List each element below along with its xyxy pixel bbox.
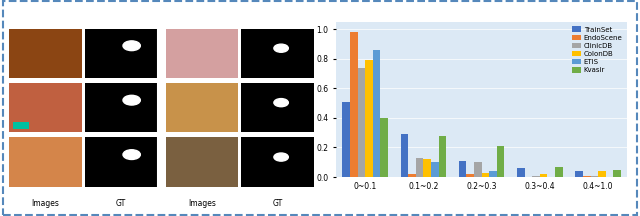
Bar (416, 158, 424, 177)
Bar (613, 170, 621, 177)
Circle shape (123, 95, 140, 105)
Bar (380, 118, 388, 177)
Bar (350, 32, 358, 177)
Bar (482, 173, 489, 177)
Bar (467, 174, 474, 177)
Text: Images: Images (188, 199, 216, 208)
Bar (489, 171, 497, 177)
FancyBboxPatch shape (241, 83, 314, 132)
Text: GT: GT (116, 199, 126, 208)
Circle shape (274, 44, 289, 52)
FancyBboxPatch shape (241, 29, 314, 78)
Circle shape (123, 41, 140, 51)
Bar (497, 146, 504, 177)
FancyBboxPatch shape (84, 83, 157, 132)
Circle shape (274, 98, 289, 107)
Bar (358, 68, 365, 177)
Text: Images: Images (31, 199, 60, 208)
Bar (555, 167, 563, 177)
Bar (408, 174, 416, 177)
Bar (591, 176, 598, 177)
Bar (431, 162, 438, 177)
Bar (459, 161, 467, 177)
FancyBboxPatch shape (10, 83, 82, 132)
Bar (583, 176, 591, 177)
Bar (342, 102, 350, 177)
Bar (401, 134, 408, 177)
Circle shape (123, 150, 140, 159)
Text: GT: GT (273, 199, 283, 208)
FancyBboxPatch shape (10, 137, 82, 187)
Bar (532, 176, 540, 177)
Bar (575, 171, 583, 177)
Bar (372, 50, 380, 177)
FancyBboxPatch shape (10, 29, 82, 78)
Bar (598, 171, 605, 177)
FancyBboxPatch shape (241, 137, 314, 187)
Circle shape (274, 153, 289, 161)
Bar (424, 159, 431, 177)
Bar (540, 174, 547, 177)
Bar (517, 168, 525, 177)
FancyBboxPatch shape (84, 137, 157, 187)
FancyBboxPatch shape (166, 137, 238, 187)
Bar (365, 60, 372, 177)
FancyBboxPatch shape (13, 122, 29, 129)
FancyBboxPatch shape (166, 29, 238, 78)
Bar (438, 136, 446, 177)
Bar (474, 162, 482, 177)
Legend: TrainSet, EndoScene, ClinicDB, ColonDB, ETIS, Kvasir: TrainSet, EndoScene, ClinicDB, ColonDB, … (571, 25, 624, 75)
FancyBboxPatch shape (166, 83, 238, 132)
FancyBboxPatch shape (84, 29, 157, 78)
